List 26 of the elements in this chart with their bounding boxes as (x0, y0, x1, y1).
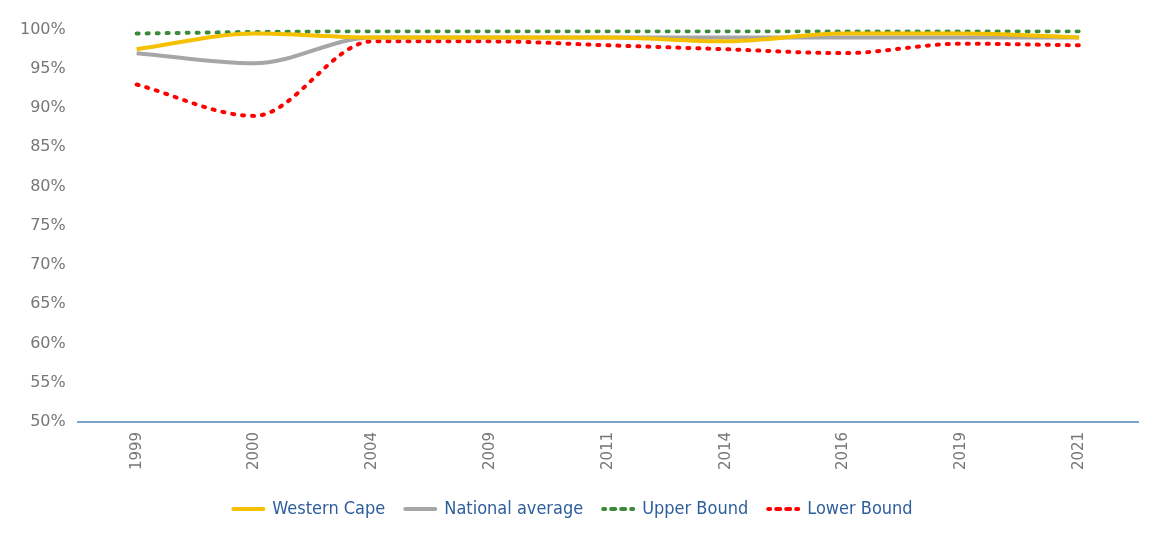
y-tick-label: 85% (30, 136, 66, 156)
y-tick-label: 55% (30, 371, 66, 391)
x-tick-label: 2016 (833, 431, 852, 471)
y-tick-label: 100% (19, 18, 66, 38)
y-tick-label: 60% (30, 332, 66, 352)
y-tick-label: 80% (30, 175, 66, 195)
x-tick-label: 2009 (479, 431, 498, 471)
legend-label: Western Cape (272, 496, 386, 518)
line-series (134, 39, 1082, 118)
legend-label: Upper Bound (642, 496, 749, 518)
y-tick-label: 65% (30, 293, 66, 313)
y-tick-label: 50% (30, 410, 66, 430)
x-tick-label: 2011 (597, 431, 616, 471)
legend-label: Lower Bound (807, 496, 913, 518)
x-tick-label: 2014 (715, 431, 734, 471)
x-tick-label: 2021 (1068, 431, 1087, 471)
x-tick-label: 1999 (126, 431, 145, 471)
x-tick-label: 2019 (951, 431, 970, 471)
y-tick-label: 95% (30, 57, 66, 77)
y-tick-label: 90% (30, 97, 66, 117)
x-tick-label: 2004 (362, 431, 381, 471)
line-series (134, 31, 1082, 52)
y-tick-label: 75% (30, 214, 66, 234)
legend-label: National average (444, 496, 584, 518)
y-tick-label: 70% (30, 254, 66, 274)
x-tick-label: 2000 (244, 431, 263, 471)
